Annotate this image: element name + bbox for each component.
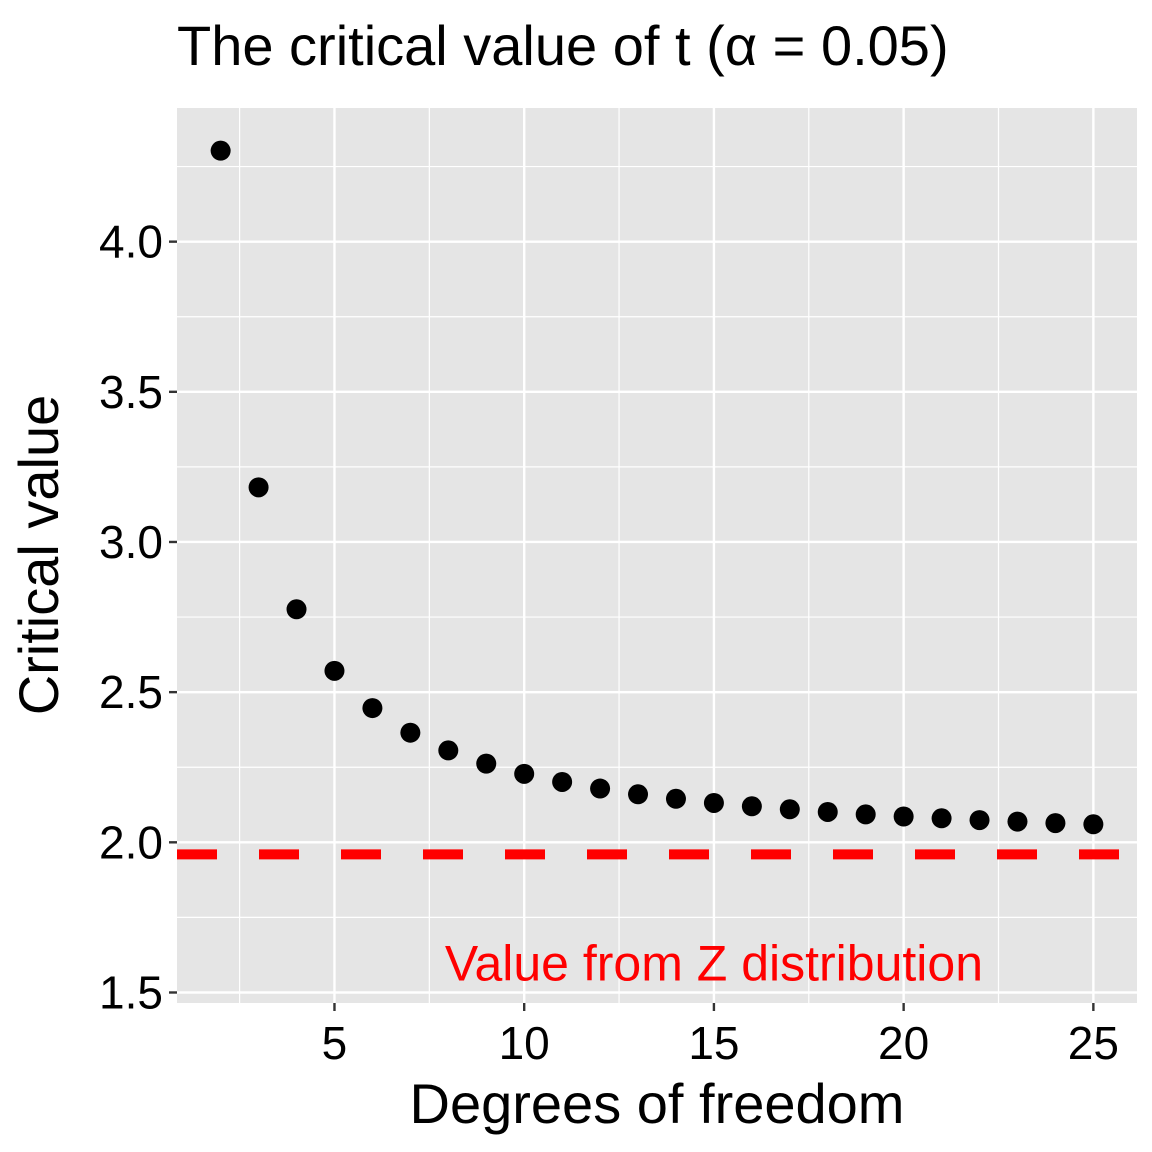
data-point xyxy=(590,778,611,799)
gridlines xyxy=(177,108,1137,1003)
data-point xyxy=(1045,813,1066,834)
data-point xyxy=(476,753,497,774)
data-point xyxy=(893,806,914,827)
data-point xyxy=(703,792,724,813)
x-tick-label: 10 xyxy=(499,1017,550,1069)
data-point xyxy=(931,808,952,829)
y-tick-label: 1.5 xyxy=(99,966,163,1018)
data-points xyxy=(210,140,1104,835)
data-point xyxy=(400,722,421,743)
data-point xyxy=(741,796,762,817)
data-point xyxy=(855,804,876,825)
data-point xyxy=(210,140,231,161)
plot-panel xyxy=(177,108,1137,1003)
data-point xyxy=(665,788,686,809)
data-point xyxy=(438,740,459,761)
x-tick-label: 5 xyxy=(322,1017,348,1069)
x-axis-title: Degrees of freedom xyxy=(410,1072,905,1135)
data-point xyxy=(552,771,573,792)
y-tick-label: 2.5 xyxy=(99,666,163,718)
data-point xyxy=(969,810,990,831)
y-tick-label: 3.0 xyxy=(99,516,163,568)
data-point xyxy=(362,698,383,719)
data-point xyxy=(1007,811,1028,832)
data-point xyxy=(248,477,269,498)
y-axis-title: Critical value xyxy=(7,395,70,716)
data-point xyxy=(324,660,345,681)
axes: 5 10 15 20 25 1.5 2.0 2.5 3.0 3.5 4.0 xyxy=(99,216,1119,1069)
data-point xyxy=(514,763,535,784)
y-tick-label: 2.0 xyxy=(99,816,163,868)
chart-title: The critical value of t (α = 0.05) xyxy=(177,14,949,77)
x-tick-label: 15 xyxy=(688,1017,739,1069)
data-point xyxy=(817,801,838,822)
x-tick-label: 25 xyxy=(1068,1017,1119,1069)
y-tick-label: 3.5 xyxy=(99,366,163,418)
data-point xyxy=(628,784,649,805)
data-point xyxy=(1083,814,1104,835)
x-tick-label: 20 xyxy=(878,1017,929,1069)
annotation-label: Value from Z distribution xyxy=(445,935,983,991)
y-tick-label: 4.0 xyxy=(99,216,163,268)
data-point xyxy=(286,599,307,620)
data-point xyxy=(779,799,800,820)
